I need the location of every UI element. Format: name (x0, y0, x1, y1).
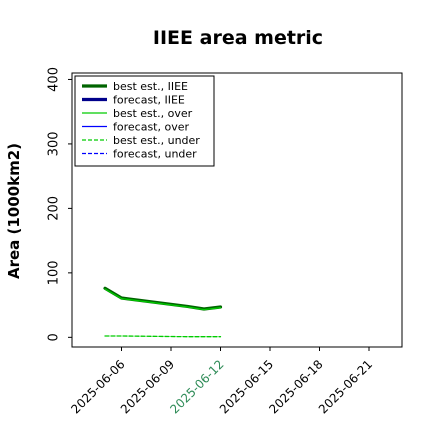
legend-label-1: forecast, IIEE (113, 94, 185, 107)
y-tick-label: 100 (47, 260, 62, 285)
y-axis-label: Area (1000km2) (5, 143, 23, 279)
legend-label-4: best est., under (113, 134, 200, 147)
legend-label-5: forecast, under (113, 148, 197, 161)
chart-title: IIEE area metric (153, 27, 323, 49)
x-tick-label: 2025-06-21 (316, 357, 375, 416)
series-line-2 (104, 288, 222, 311)
legend-label-0: best est., IIEE (113, 80, 188, 93)
y-axis: 0 100 200 300 400 (47, 67, 72, 341)
legend-box (74, 75, 215, 167)
y-tick-label: 400 (47, 67, 62, 92)
y-tick-label: 0 (47, 333, 62, 341)
y-tick-label: 200 (47, 196, 62, 221)
plot-frame (71, 72, 403, 348)
y-tick-label: 300 (47, 132, 62, 157)
series-layer (103, 286, 223, 338)
legend-label-2: best est., over (113, 107, 193, 120)
legend-label-3: forecast, over (113, 121, 189, 134)
x-axis: 2025-06-062025-06-092025-06-122025-06-15… (68, 347, 375, 416)
series-line-4 (104, 335, 222, 338)
